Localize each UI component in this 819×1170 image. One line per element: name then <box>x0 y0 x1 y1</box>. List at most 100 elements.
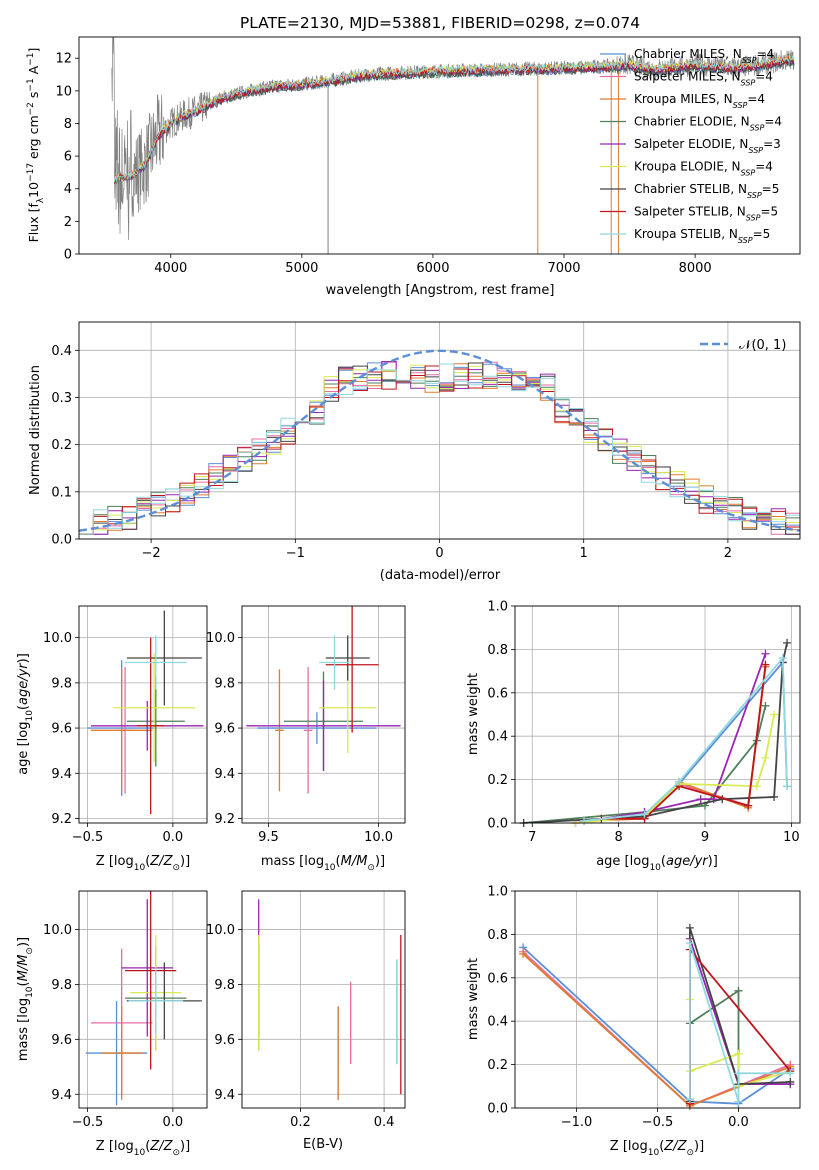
y-tick-label: 9.4 <box>214 767 235 782</box>
x-axis-label: age [log10(age/yr)] <box>596 854 718 873</box>
legend-value: =4 <box>764 115 782 129</box>
y-tick-label: 0.2 <box>487 773 508 788</box>
weight-series-line <box>523 642 788 823</box>
y-tick-label: 0.4 <box>51 344 72 359</box>
y-tick-label: 1.0 <box>487 600 508 615</box>
y-tick-label: 0.0 <box>51 533 72 548</box>
legend-label: Salpeter STELIB, NSSP=5 <box>634 205 778 223</box>
x-tick-label: 7 <box>528 830 536 845</box>
y-axis-label: mass weight <box>466 958 481 1040</box>
weight-marker <box>734 1097 743 1106</box>
label-part: age [ <box>596 854 629 869</box>
age_vs_Z-frame <box>78 605 208 824</box>
label-part: )] <box>708 854 718 869</box>
weight-marker <box>685 939 694 948</box>
weight-marker <box>640 810 649 819</box>
x-tick-label: 0.4 <box>374 1115 395 1130</box>
y-tick-label: 0.8 <box>487 928 508 943</box>
legend-name: Kroupa MILES, N <box>634 92 733 106</box>
label-part: ⊙ <box>25 947 35 955</box>
y-tick-label: 0.2 <box>487 1058 508 1073</box>
x-tick-label: 7000 <box>547 261 580 276</box>
x-tick-label: 0.0 <box>728 1115 749 1130</box>
label-part: age [ <box>16 741 31 774</box>
label-part: M/M <box>341 854 368 869</box>
legend-label: Salpeter MILES, NSSP=4 <box>634 70 773 88</box>
x-tick-label: 1 <box>580 546 588 561</box>
label-part: ( <box>16 705 31 710</box>
label-part: −17 <box>26 163 36 182</box>
label-part: log <box>628 1139 648 1154</box>
mass_vs_ebv-axes: 0.2 0.4 9.4 9.6 9.8 10.0 <box>206 891 405 1130</box>
legend-value: =4 <box>755 70 773 84</box>
weight-series-line <box>522 946 791 1105</box>
label-part: ⊙ <box>172 1148 180 1158</box>
mass_vs_Z-axes: −0.5 0.0 9.4 9.6 9.8 10.0 <box>43 891 207 1130</box>
label-part: ( <box>661 854 666 869</box>
x-axis-label: E(B-V) <box>303 1137 343 1152</box>
label-part: ⊙ <box>172 863 180 873</box>
legend-value: =5 <box>762 182 780 196</box>
legend-name: Kroupa STELIB, N <box>634 227 738 241</box>
label-part: log <box>114 1139 134 1154</box>
x-tick-label: 8000 <box>679 261 712 276</box>
gaussian-curve <box>79 349 800 532</box>
y-tick-label: 0.4 <box>487 1015 508 1030</box>
x-tick-label: 9.5 <box>258 830 279 845</box>
legend-sub: SSP <box>748 146 763 155</box>
y-tick-label: 0.2 <box>51 438 72 453</box>
y-tick-label: 9.6 <box>51 722 72 737</box>
label-part: ( <box>145 854 150 869</box>
legend-value: =4 <box>747 92 765 106</box>
y-tick-label: 6 <box>64 150 72 165</box>
label-part: ( <box>16 981 31 986</box>
label-part: 10 <box>134 1148 146 1158</box>
y-tick-label: 10 <box>55 84 72 99</box>
y-tick-label: 10.0 <box>206 923 235 938</box>
observed-spectrum <box>111 37 795 241</box>
label-part: Z/Z <box>663 1139 687 1154</box>
label-part: log <box>304 854 324 869</box>
weight-marker <box>761 649 770 658</box>
weight-series-line <box>601 664 767 820</box>
y-axis-label: mass weight <box>466 673 481 755</box>
x-tick-label: 0.0 <box>163 830 184 845</box>
legend-value: =4 <box>756 47 774 61</box>
label-part: λ <box>36 197 46 203</box>
x-tick-label: −1 <box>286 546 305 561</box>
x-axis-label: wavelength [Angstrom, rest frame] <box>326 283 555 298</box>
x-tick-label: −0.5 <box>642 1115 674 1130</box>
legend-sub: SSP <box>741 168 756 177</box>
legend-sub: SSP <box>750 123 765 132</box>
y-tick-label: 9.4 <box>51 767 72 782</box>
label-part: M/M <box>16 955 31 982</box>
label-part: ( <box>145 1139 150 1154</box>
weight-marker <box>696 795 705 804</box>
y-tick-label: 0.4 <box>487 730 508 745</box>
label-part: Z [ <box>96 854 114 869</box>
mass_vs_Z-frame <box>78 890 208 1109</box>
legend-label: Chabrier STELIB, NSSP=5 <box>634 182 779 200</box>
x-tick-label: 2 <box>724 546 732 561</box>
y-tick-label: 9.8 <box>51 676 72 691</box>
legend-name: Chabrier ELODIE, N <box>634 115 750 129</box>
x-tick-label: 5000 <box>285 261 318 276</box>
y-tick-label: 0.6 <box>487 686 508 701</box>
weight-marker <box>580 816 589 825</box>
label-part: Z [ <box>96 1139 114 1154</box>
label-part: )] <box>180 854 190 869</box>
weight-marker <box>778 654 787 663</box>
label-part: log <box>16 722 31 742</box>
weight-marker <box>685 1095 694 1104</box>
label-part: ( <box>659 1139 664 1154</box>
legend-value: =3 <box>763 137 781 151</box>
x-tick-label: −1.0 <box>561 1115 593 1130</box>
label-part: ] <box>26 48 41 53</box>
label-part: 10 <box>649 863 661 873</box>
x-axis-label: (data-model)/error <box>380 568 501 583</box>
y-tick-label: 9.8 <box>214 978 235 993</box>
legend-label: Kroupa STELIB, NSSP=5 <box>634 227 770 245</box>
y-tick-label: 9.6 <box>214 1033 235 1048</box>
y-tick-label: 8 <box>64 117 72 132</box>
